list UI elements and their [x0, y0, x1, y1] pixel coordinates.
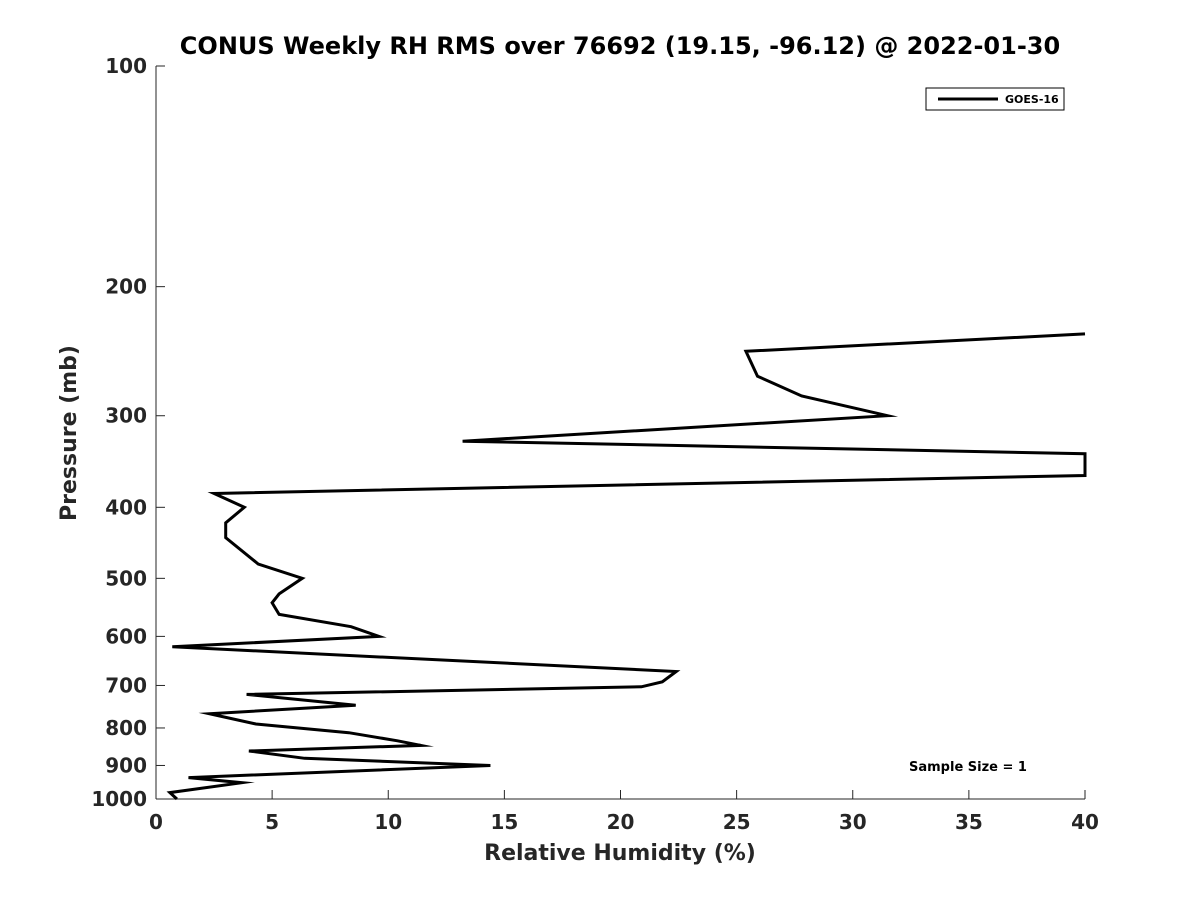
- y-tick-label: 800: [105, 716, 147, 740]
- y-tick-label: 600: [105, 624, 147, 648]
- y-tick-label: 200: [105, 275, 147, 299]
- y-tick-label: 400: [105, 495, 147, 519]
- sample-size-annotation: Sample Size = 1: [909, 760, 1027, 775]
- x-tick-label: 25: [723, 810, 751, 834]
- y-tick-label: 500: [105, 566, 147, 590]
- x-tick-label: 20: [607, 810, 635, 834]
- y-tick-label: 700: [105, 673, 147, 697]
- x-tick-label: 40: [1071, 810, 1099, 834]
- x-tick-label: 10: [374, 810, 402, 834]
- x-tick-label: 0: [149, 810, 163, 834]
- chart-title: CONUS Weekly RH RMS over 76692 (19.15, -…: [180, 32, 1060, 60]
- series-line-goes16: [166, 332, 1087, 801]
- x-axis-label: Relative Humidity (%): [484, 841, 756, 866]
- x-tick-label: 35: [955, 810, 983, 834]
- legend: GOES-16: [925, 87, 1065, 111]
- x-tick-label: 30: [839, 810, 867, 834]
- x-tick-label: 15: [490, 810, 518, 834]
- y-tick-label: 100: [105, 54, 147, 78]
- x-tick-label: 5: [265, 810, 279, 834]
- plot-area: 0 5 10 15 20 25 30 35 40 100 200 300 400 500 600 700 800…: [91, 54, 1099, 834]
- y-tick-label: 300: [105, 404, 147, 428]
- y-tick-label: 900: [105, 753, 147, 777]
- y-axis-label: Pressure (mb): [57, 345, 82, 521]
- y-tick-label: 1000: [91, 787, 147, 811]
- legend-entry-goes16: GOES-16: [1005, 93, 1059, 106]
